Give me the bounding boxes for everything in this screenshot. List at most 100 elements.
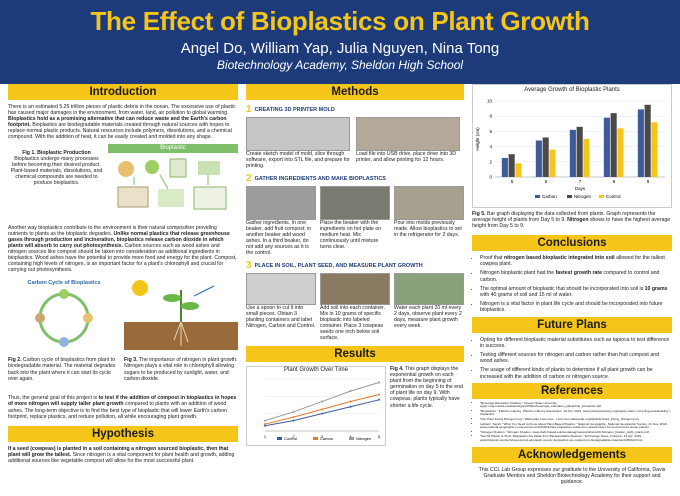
bar-y-tick: 6 (489, 129, 492, 134)
intro-paragraph-3: Thus, the general goal of this project i… (8, 395, 237, 420)
line-chart: Plant Growth Over Time 1 2 3 4 5 Control Carbo… (246, 366, 386, 446)
step3-b: Add soil into each container. Mix in 10 … (320, 273, 390, 341)
poster-header: The Effect of Bioplastics on Plant Growt… (0, 0, 680, 84)
step2-number: 2 (246, 173, 252, 184)
fig2-caption: Fig 2. Carbon cycle of bioplastics from … (8, 357, 116, 382)
right-column: Average Growth of Bioplastic Plants 0 2 4 6… (472, 84, 672, 485)
line-point (292, 419, 295, 422)
reference-item: "Bioplastics." Plastics Industry, Plasti… (480, 409, 672, 417)
intro-paragraph-1: There is an estimated 5.25 trillion piec… (8, 104, 236, 141)
introduction-heading: Introduction (8, 84, 238, 100)
fig2-block: Carbon Cycle of Bioplastics Fig 2. Carbo… (8, 276, 120, 394)
intro-paragraph-2: Another way bioplastics contribute to th… (8, 224, 237, 274)
middle-column: Methods 1 CREATING 3D PRINTER MOLD Creat… (246, 84, 464, 446)
bar-y-tick: 10 (487, 99, 493, 104)
bar-legend-swatch (535, 195, 540, 198)
line-legend-swatch (277, 437, 282, 440)
step2-title: GATHER INGREDIENTS AND MAKE BIOPLASTICS (254, 175, 386, 182)
references-heading: References (472, 382, 672, 399)
step2-c: Pour into molds previously made. Allow b… (394, 186, 464, 256)
bar-x-tick: 7 (579, 179, 582, 184)
reference-item: "File:Plant Fixing Nitrogen.png." Wikime… (480, 417, 672, 422)
acknowledgements-text: This CCL Lab Group expresses our gratitu… (478, 466, 666, 485)
poster-title: The Effect of Bioplastics on Plant Growt… (90, 6, 590, 36)
acknowledgements-heading: Acknowledgements (472, 446, 672, 463)
bar-chart-svg: 0 2 4 6 8 10 Height (cm) 5 6 7 8 9 Days Carbon Nitroge… (475, 99, 665, 199)
line-x-tick: 5 (378, 434, 381, 439)
bar-chart: Average Growth of Bioplastic Plants 0 2 4 6… (472, 84, 672, 208)
bioplastic-production-illustration (117, 158, 227, 210)
fig2-fig3-block: Carbon Cycle of Bioplastics Fig 2. Carbo… (8, 276, 238, 394)
results-heading: Results (246, 346, 464, 362)
line-point (321, 400, 323, 403)
line-x-tick: 1 (264, 434, 267, 439)
line-x-tick: 2 (292, 434, 295, 439)
methods-heading: Methods (246, 84, 464, 100)
fig1-image: Bioplastic (108, 143, 238, 222)
conclusion-item: Nitrogen bioplastic plant had the fastes… (480, 270, 672, 282)
results-row: Plant Growth Over Time 1 2 3 4 5 Control Carbo… (246, 366, 464, 446)
hotplate-photo (320, 186, 390, 220)
step2-b: Place the beaker with the ingredients on… (320, 186, 390, 256)
bar-nitrogen (542, 137, 549, 177)
step2-a: Gather ingredients. In one beaker, add f… (246, 186, 316, 256)
conclusion-item: Nitrogen is a vital factor in plant life… (480, 301, 672, 313)
bar-y-tick: 0 (489, 175, 492, 180)
carbon-cycle-title: Carbon Cycle of Bioplastics (27, 280, 100, 286)
bar-control (549, 149, 556, 177)
bar-x-tick: 6 (545, 179, 548, 184)
step1-a: Create sketch model of mold, slice throu… (246, 117, 350, 169)
line-point (264, 419, 266, 422)
cutting-photo (246, 273, 316, 305)
bar-legend-swatch (599, 195, 604, 198)
future-plans-list: Opting for different bioplastic material… (472, 337, 672, 380)
left-column: Introduction There is an estimated 5.25 … (8, 84, 238, 464)
future-plan-item: Opting for different bioplastic material… (480, 337, 672, 349)
bar-control (651, 122, 658, 177)
fig1-banner: Bioplastic (108, 143, 238, 153)
bar-legend-label: Nitrogen (574, 194, 592, 199)
step1-title: CREATING 3D PRINTER MOLD (254, 106, 335, 113)
step1-header: 1 CREATING 3D PRINTER MOLD (246, 104, 464, 115)
fig3-caption: Fig 3. The importance of nitrogen in pla… (124, 357, 238, 382)
future-plan-item: Testing different sources for nitrogen a… (480, 352, 672, 364)
line-point (378, 381, 380, 384)
line-point (378, 398, 380, 401)
mold-photo (394, 186, 464, 220)
step1-b: Load file into USB drive, place drive in… (356, 117, 460, 169)
bar-chart-title: Average Growth of Bioplastic Plants (524, 87, 620, 93)
line-point (264, 423, 266, 426)
line-point (321, 408, 323, 411)
bar-legend-label: Carbon (542, 194, 557, 199)
bar-x-label: Days (575, 186, 586, 191)
step3-number: 3 (246, 260, 252, 271)
fig3-block: Fig 3. The importance of nitrogen in pla… (124, 276, 238, 394)
line-point (292, 410, 295, 413)
line-point (292, 416, 295, 419)
bar-x-tick: 5 (511, 179, 514, 184)
bar-carbon (501, 158, 508, 177)
line-x-tick: 4 (349, 434, 352, 439)
line-legend-swatch (313, 437, 318, 440)
bar-y-label: Height (cm) (475, 127, 480, 151)
line-x-tick: 3 (321, 434, 324, 439)
bar-control (583, 139, 590, 177)
bar-y-tick: 2 (489, 159, 492, 164)
bar-carbon (603, 117, 610, 177)
step3-row: Use a spoon to cut it into small pieces.… (246, 273, 464, 341)
line-point (321, 412, 323, 415)
step2-row: Gather ingredients. In one beaker, add f… (246, 186, 464, 256)
poster-body: Introduction There is an estimated 5.25 … (0, 84, 680, 496)
bar-nitrogen (610, 113, 617, 177)
bar-carbon (637, 109, 644, 177)
bar-legend-swatch (567, 195, 572, 198)
line-point (378, 393, 380, 396)
step3-a: Use a spoon to cut it into small pieces.… (246, 273, 316, 341)
fig1-caption: Fig 1. Bioplastic Production Bioplastics… (10, 149, 103, 187)
line-point (349, 400, 352, 403)
bar-nitrogen (576, 126, 583, 177)
bar-nitrogen (644, 104, 651, 177)
conclusions-list: Proof that nitrogen based bioplastic int… (472, 255, 672, 313)
step2-header: 2 GATHER INGREDIENTS AND MAKE BIOPLASTIC… (246, 173, 464, 184)
line-legend-label: Nitrogen (356, 436, 371, 441)
